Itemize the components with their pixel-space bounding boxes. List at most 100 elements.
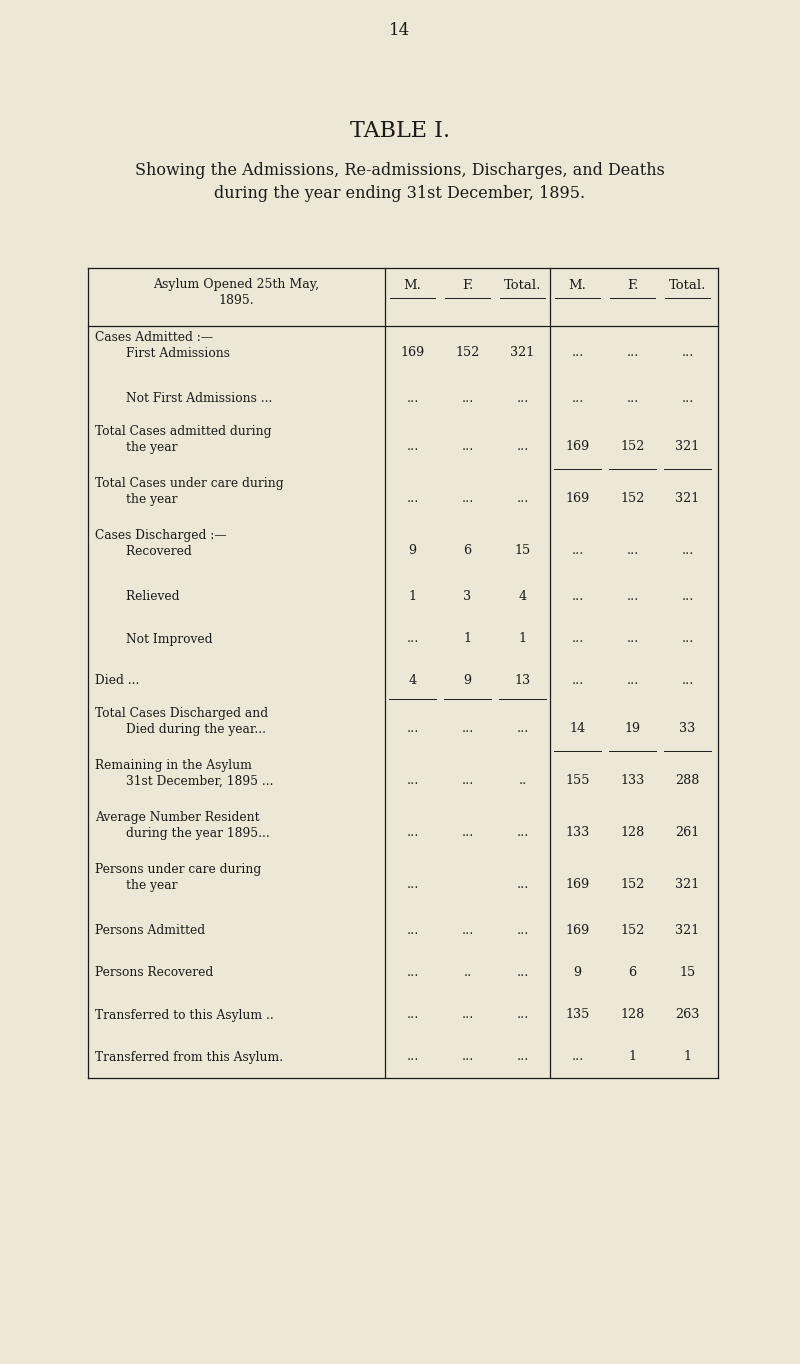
- Text: ...: ...: [682, 633, 694, 645]
- Text: 15: 15: [514, 543, 530, 557]
- Text: ...: ...: [406, 1008, 418, 1022]
- Text: ...: ...: [462, 722, 474, 734]
- Text: 152: 152: [455, 345, 480, 359]
- Text: ...: ...: [682, 675, 694, 687]
- Text: 14: 14: [570, 722, 586, 734]
- Text: ...: ...: [462, 773, 474, 787]
- Text: ...: ...: [682, 591, 694, 603]
- Text: 133: 133: [620, 773, 645, 787]
- Text: 135: 135: [566, 1008, 590, 1022]
- Text: 133: 133: [566, 825, 590, 839]
- Text: Recovered: Recovered: [95, 546, 246, 558]
- Text: F.: F.: [462, 280, 473, 292]
- Text: 19: 19: [625, 722, 641, 734]
- Text: ...: ...: [626, 543, 638, 557]
- Text: Total.: Total.: [669, 280, 706, 292]
- Text: ...: ...: [571, 345, 584, 359]
- Text: ...: ...: [571, 591, 584, 603]
- Text: 169: 169: [400, 345, 425, 359]
- Text: ...: ...: [406, 773, 418, 787]
- Text: ...: ...: [406, 825, 418, 839]
- Text: 321: 321: [510, 345, 534, 359]
- Text: 1: 1: [683, 1050, 691, 1064]
- Text: Showing the Admissions, Re-admissions, Discharges, and Deaths: Showing the Admissions, Re-admissions, D…: [135, 162, 665, 179]
- Text: Relieved: Relieved: [95, 591, 242, 603]
- Text: Total.: Total.: [504, 280, 541, 292]
- Text: ...: ...: [571, 543, 584, 557]
- Text: ...: ...: [406, 722, 418, 734]
- Text: ...: ...: [626, 393, 638, 405]
- Text: Cases Admitted :—: Cases Admitted :—: [95, 331, 213, 344]
- Text: ...: ...: [516, 393, 529, 405]
- Text: ...: ...: [462, 439, 474, 453]
- Text: ...: ...: [462, 825, 474, 839]
- Text: 31st December, 1895 ...: 31st December, 1895 ...: [95, 775, 274, 788]
- Text: ...: ...: [406, 967, 418, 979]
- Text: Persons under care during: Persons under care during: [95, 863, 262, 876]
- Text: Average Number Resident: Average Number Resident: [95, 812, 260, 824]
- Text: ...: ...: [516, 877, 529, 891]
- Text: 128: 128: [620, 1008, 645, 1022]
- Text: 263: 263: [675, 1008, 700, 1022]
- Text: ...: ...: [462, 491, 474, 505]
- Text: ...: ...: [682, 393, 694, 405]
- Text: ...: ...: [571, 675, 584, 687]
- Text: ...: ...: [571, 633, 584, 645]
- Text: Persons Admitted: Persons Admitted: [95, 925, 255, 937]
- Text: ...: ...: [516, 1050, 529, 1064]
- Text: Not Improved: Not Improved: [95, 633, 251, 645]
- Text: Asylum Opened 25th May,: Asylum Opened 25th May,: [154, 278, 319, 291]
- Text: ...: ...: [626, 633, 638, 645]
- Text: 15: 15: [679, 967, 696, 979]
- Text: F.: F.: [627, 280, 638, 292]
- Text: ...: ...: [516, 722, 529, 734]
- Text: 169: 169: [566, 925, 590, 937]
- Text: Died ...: Died ...: [95, 675, 236, 687]
- Text: the year: the year: [95, 441, 255, 454]
- Text: ...: ...: [626, 675, 638, 687]
- Text: 6: 6: [463, 543, 471, 557]
- Text: the year: the year: [95, 878, 247, 892]
- Text: Total Cases Discharged and: Total Cases Discharged and: [95, 707, 268, 720]
- Text: 4: 4: [409, 675, 417, 687]
- Text: 321: 321: [675, 877, 700, 891]
- Text: 152: 152: [620, 491, 645, 505]
- Text: 261: 261: [675, 825, 700, 839]
- Text: 321: 321: [675, 925, 700, 937]
- Text: 128: 128: [620, 825, 645, 839]
- Text: 321: 321: [675, 439, 700, 453]
- Text: 152: 152: [620, 877, 645, 891]
- Text: 13: 13: [514, 675, 530, 687]
- Text: 1: 1: [629, 1050, 637, 1064]
- Text: 169: 169: [566, 491, 590, 505]
- Text: 169: 169: [566, 439, 590, 453]
- Text: 33: 33: [679, 722, 696, 734]
- Text: TABLE I.: TABLE I.: [350, 120, 450, 142]
- Text: ...: ...: [682, 345, 694, 359]
- Text: 9: 9: [463, 675, 471, 687]
- Text: ...: ...: [406, 1050, 418, 1064]
- Text: Remaining in the Asylum: Remaining in the Asylum: [95, 758, 252, 772]
- Text: Total Cases under care during: Total Cases under care during: [95, 477, 284, 490]
- Text: ...: ...: [571, 1050, 584, 1064]
- Text: 288: 288: [675, 773, 700, 787]
- Text: ...: ...: [462, 1050, 474, 1064]
- Text: Cases Discharged :—: Cases Discharged :—: [95, 529, 226, 542]
- Text: ...: ...: [462, 1008, 474, 1022]
- Text: Not First Admissions ...: Not First Admissions ...: [95, 393, 272, 405]
- Text: ...: ...: [516, 925, 529, 937]
- Text: ...: ...: [682, 543, 694, 557]
- Text: the year: the year: [95, 492, 251, 506]
- Text: ...: ...: [516, 967, 529, 979]
- Text: during the year ending 31st December, 1895.: during the year ending 31st December, 18…: [214, 186, 586, 202]
- Text: ...: ...: [406, 925, 418, 937]
- Text: Transferred to this Asylum ..: Transferred to this Asylum ..: [95, 1008, 274, 1022]
- Text: ...: ...: [516, 1008, 529, 1022]
- Text: ...: ...: [462, 925, 474, 937]
- Text: 1: 1: [409, 591, 417, 603]
- Text: ...: ...: [406, 439, 418, 453]
- Text: ...: ...: [626, 591, 638, 603]
- Text: Died during the year...: Died during the year...: [95, 723, 266, 737]
- Text: 1: 1: [518, 633, 526, 645]
- Text: Transferred from this Asylum.: Transferred from this Asylum.: [95, 1050, 283, 1064]
